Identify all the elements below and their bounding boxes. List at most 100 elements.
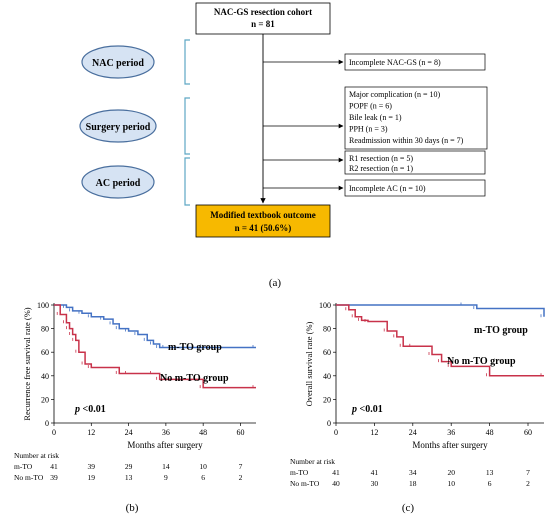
- risk-row-label: m-TO: [14, 462, 33, 471]
- y-axis-label: Recurrence free survival rate (%): [22, 307, 32, 420]
- p-value: p <0.01: [351, 404, 383, 415]
- risk-value: 2: [239, 473, 243, 482]
- bracket-nac: [184, 39, 190, 85]
- y-tick-label: 20: [41, 395, 49, 404]
- risk-value: 34: [409, 468, 417, 477]
- series-label-mto: m-TO group: [474, 325, 528, 336]
- risk-value: 6: [488, 479, 492, 488]
- risk-value: 39: [50, 473, 58, 482]
- risk-value: 18: [409, 479, 417, 488]
- x-tick-label: 24: [409, 428, 417, 437]
- cohort-box: [195, 2, 331, 35]
- excl-r-text: R1 resection (n = 5)R2 resection (n = 1): [349, 154, 413, 173]
- cohort-count: n = 81: [251, 19, 275, 29]
- y-tick-label: 40: [41, 372, 49, 381]
- km-curve-mto: [54, 304, 256, 349]
- series-label-no-mto: No m-TO group: [160, 373, 229, 384]
- ellipse-nac-period: [81, 45, 155, 79]
- excl-box-nac: [344, 53, 486, 71]
- label-nac-period: NAC period: [92, 58, 144, 69]
- risk-value: 14: [162, 462, 170, 471]
- x-axis-label: Months after surgery: [412, 440, 488, 450]
- risk-value: 10: [199, 462, 207, 471]
- label-ac-period: AC period: [96, 178, 141, 189]
- bracket-ac: [184, 157, 190, 206]
- risk-value: 41: [332, 468, 340, 477]
- risk-value: 7: [526, 468, 530, 477]
- risk-value: 30: [371, 479, 379, 488]
- risk-table-title: Number at risk: [14, 451, 59, 460]
- km-chart-os: 0 20 40 60 80 100 0 12 24 36 48 60 Months after surg…: [290, 301, 545, 488]
- exclusion-line: Incomplete AC (n = 10): [349, 184, 426, 193]
- km-curve-mto: [336, 304, 545, 317]
- p-value: p <0.01: [74, 404, 106, 415]
- risk-row-label: No m-TO: [290, 479, 320, 488]
- risk-row-label: m-TO: [290, 468, 309, 477]
- risk-table-title: Number at risk: [290, 457, 335, 466]
- risk-value: 10: [447, 479, 455, 488]
- excl-box-surgery: [344, 86, 488, 150]
- y-tick-label: 100: [319, 301, 331, 310]
- risk-value: 39: [88, 462, 96, 471]
- exclusion-line: R2 resection (n = 1): [349, 164, 413, 173]
- km-chart-rfs: 0 20 40 60 80 100 0 12 24 36 48 60 Months after surg…: [14, 301, 256, 482]
- ellipse-ac-period: [81, 165, 155, 199]
- risk-value: 13: [125, 473, 133, 482]
- y-tick-label: 40: [323, 372, 331, 381]
- y-tick-label: 80: [41, 325, 49, 334]
- risk-value: 20: [447, 468, 455, 477]
- bracket-surgery: [184, 97, 190, 155]
- excl-box-r: [344, 150, 486, 175]
- x-tick-label: 60: [524, 428, 532, 437]
- x-tick-label: 0: [52, 428, 56, 437]
- x-tick-label: 60: [236, 428, 244, 437]
- panel-label-a: (a): [269, 277, 282, 289]
- series-label-no-mto: No m-TO group: [447, 356, 516, 367]
- panel-label-c: (c): [402, 502, 415, 514]
- y-tick-label: 100: [37, 301, 49, 310]
- series-label-mto: m-TO group: [168, 342, 222, 353]
- risk-value: 6: [201, 473, 205, 482]
- x-tick-label: 48: [199, 428, 207, 437]
- km-curve-no-mto: [336, 304, 544, 377]
- risk-value: 40: [332, 479, 340, 488]
- label-surgery-period: Surgery period: [86, 122, 151, 133]
- ellipse-surgery-period: [79, 109, 157, 143]
- panel-label-b: (b): [126, 502, 139, 514]
- risk-value: 19: [88, 473, 96, 482]
- outcome-count: n = 41 (50.6%): [235, 223, 292, 233]
- exclusion-line: POPF (n = 6): [349, 102, 392, 111]
- exclusion-line: PPH (n = 3): [349, 125, 388, 134]
- risk-value: 9: [164, 473, 168, 482]
- exclusion-line: Bile leak (n = 1): [349, 113, 402, 122]
- y-axis-label: Overall survival rate (%): [304, 321, 314, 406]
- excl-ac-text: Incomplete AC (n = 10): [349, 184, 426, 193]
- y-tick-label: 0: [45, 419, 49, 428]
- x-tick-label: 12: [370, 428, 378, 437]
- cohort-title: NAC-GS resection cohort: [214, 7, 312, 17]
- risk-value: 2: [526, 479, 530, 488]
- excl-surgery-text: Major complication (n = 10) POPF (n = 6) B…: [349, 90, 464, 145]
- risk-value: 41: [371, 468, 379, 477]
- exclusion-line: Readmission within 30 days (n = 7): [349, 136, 464, 145]
- x-tick-label: 0: [334, 428, 338, 437]
- risk-value: 41: [50, 462, 58, 471]
- x-tick-label: 36: [447, 428, 455, 437]
- exclusion-line: Incomplete NAC-GS (n = 8): [349, 58, 441, 67]
- risk-value: 29: [125, 462, 133, 471]
- exclusion-line: Major complication (n = 10): [349, 90, 440, 99]
- x-tick-label: 24: [125, 428, 133, 437]
- x-tick-label: 48: [486, 428, 494, 437]
- km-curve-no-mto: [54, 304, 256, 389]
- y-tick-label: 60: [323, 348, 331, 357]
- risk-value: 7: [239, 462, 243, 471]
- flowchart: NAC-GS resection cohort n = 81 Incomplet…: [79, 2, 488, 289]
- outcome-title: Modified textbook outcome: [210, 210, 316, 220]
- y-tick-label: 20: [323, 395, 331, 404]
- y-tick-label: 0: [327, 419, 331, 428]
- exclusion-line: R1 resection (n = 5): [349, 154, 413, 163]
- excl-box-ac: [344, 179, 486, 197]
- y-tick-label: 60: [41, 348, 49, 357]
- y-tick-label: 80: [323, 325, 331, 334]
